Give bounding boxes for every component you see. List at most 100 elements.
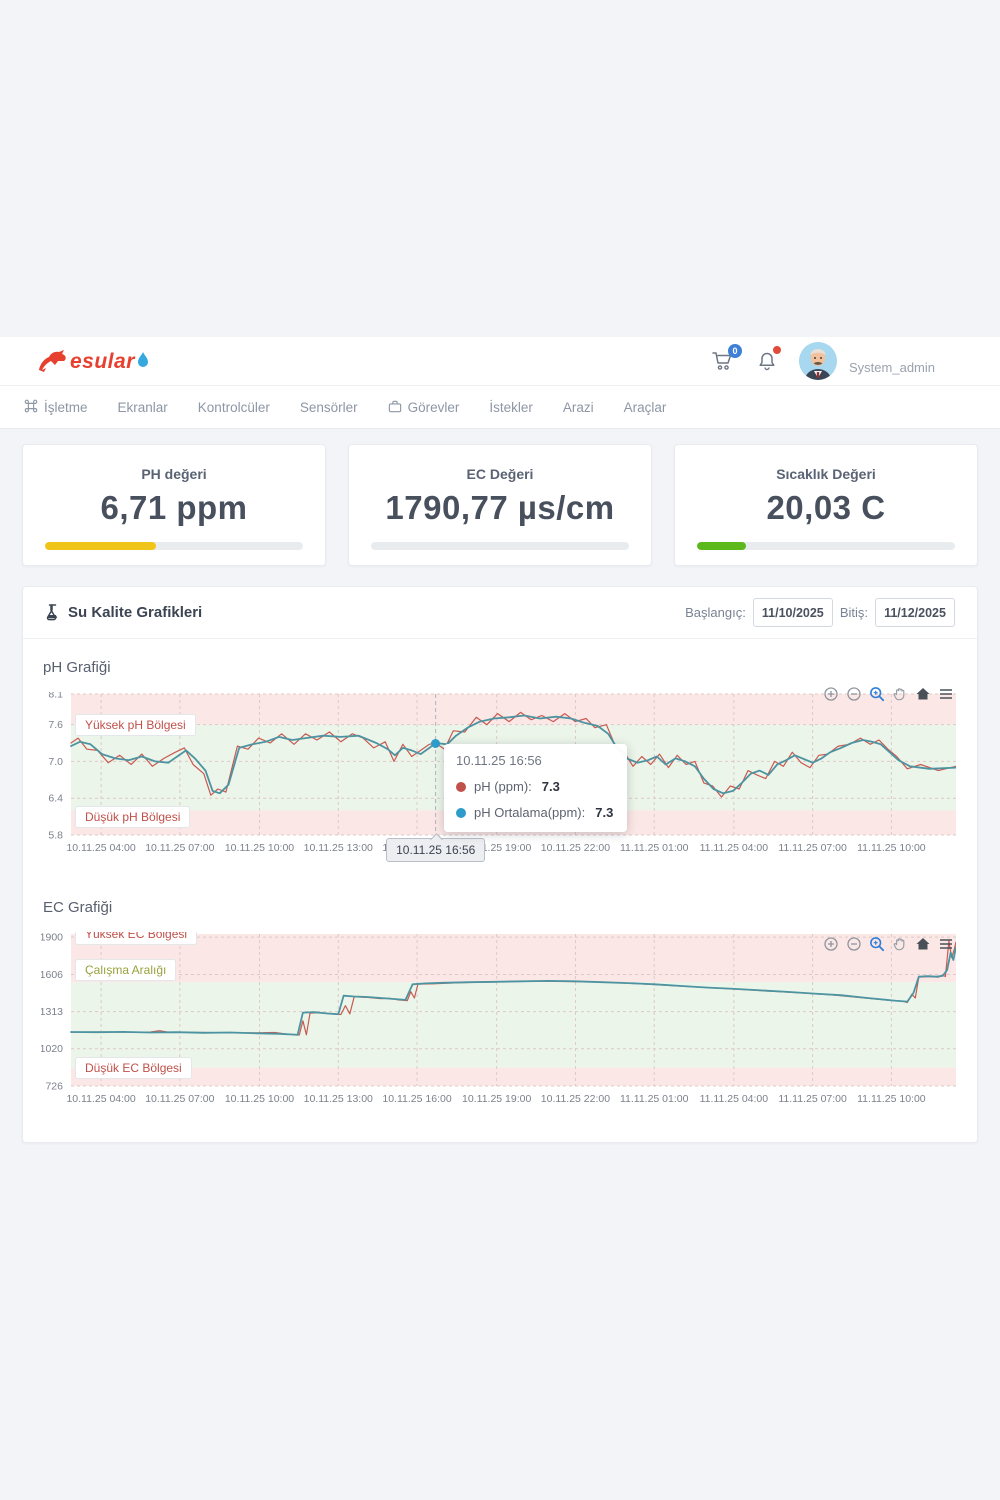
- nav-item-sensörler[interactable]: Sensörler: [300, 400, 358, 415]
- svg-text:1900: 1900: [41, 932, 63, 944]
- tooltip-series-label: pH (ppm):: [474, 779, 532, 794]
- ph-chart-title: pH Grafiği: [43, 659, 111, 676]
- end-date-input[interactable]: [875, 598, 955, 627]
- tooltip-row: pH (ppm): 7.3: [456, 779, 613, 794]
- svg-text:11.11.25 04:00: 11.11.25 04:00: [700, 842, 769, 854]
- svg-text:7.6: 7.6: [48, 719, 63, 731]
- svg-text:11.11.25 10:00: 11.11.25 10:00: [857, 1093, 926, 1105]
- top-header: esular 0: [0, 337, 1000, 385]
- brand-name: esular: [70, 350, 135, 373]
- pan-icon[interactable]: [892, 686, 908, 702]
- start-date-label: Başlangıç:: [685, 605, 746, 620]
- svg-text:726: 726: [45, 1081, 63, 1093]
- svg-text:10.11.25 19:00: 10.11.25 19:00: [462, 1093, 531, 1105]
- ec-chart-toolbox: [823, 936, 954, 952]
- svg-text:10.11.25 16:00: 10.11.25 16:00: [382, 1093, 451, 1105]
- tooltip-series-value: 7.3: [541, 779, 560, 794]
- zone-label: Çalışma Aralığı: [75, 959, 177, 982]
- nav-item-label: İstekler: [489, 399, 533, 415]
- menu-icon[interactable]: [938, 936, 954, 952]
- metric-progress-track: [45, 542, 303, 550]
- metric-card-1: EC Değeri 1790,77 µs/cm: [348, 444, 652, 566]
- nav-item-araçlar[interactable]: Araçlar: [624, 400, 667, 415]
- ph-chart[interactable]: 10.11.25 04:00 10.11.25 07:00 10.11.25 10:…: [41, 687, 957, 865]
- svg-text:11.11.25 10:00: 11.11.25 10:00: [857, 842, 926, 854]
- svg-text:1606: 1606: [41, 969, 63, 981]
- nav-item-label: Ekranlar: [117, 399, 168, 415]
- svg-text:10.11.25 13:00: 10.11.25 13:00: [304, 1093, 373, 1105]
- svg-text:10.11.25 10:00: 10.11.25 10:00: [225, 842, 294, 854]
- metric-title: Sıcaklık Değeri: [776, 466, 876, 482]
- svg-text:10.11.25 07:00: 10.11.25 07:00: [145, 1093, 214, 1105]
- svg-text:10.11.25 04:00: 10.11.25 04:00: [66, 842, 135, 854]
- series-color-swatch: [456, 781, 466, 792]
- notifications-button[interactable]: [755, 346, 782, 373]
- series-color-swatch: [456, 807, 466, 818]
- svg-text:11.11.25 07:00: 11.11.25 07:00: [778, 842, 847, 854]
- svg-text:10.11.25 22:00: 10.11.25 22:00: [541, 842, 610, 854]
- restore-icon[interactable]: [915, 936, 931, 952]
- ec-chart-title: EC Grafiği: [43, 899, 113, 916]
- svg-text:10.11.25 07:00: 10.11.25 07:00: [145, 842, 214, 854]
- zoom-in-icon[interactable]: [823, 936, 839, 952]
- tooltip-timestamp: 10.11.25 16:56: [456, 753, 542, 768]
- brand-logo[interactable]: esular: [38, 348, 149, 374]
- zone-label: Düşük pH Bölgesi: [75, 806, 191, 829]
- menu-icon[interactable]: [938, 686, 954, 702]
- svg-text:1313: 1313: [41, 1006, 63, 1018]
- cart-button[interactable]: 0: [711, 344, 743, 373]
- panel-title: Su Kalite Grafikleri: [68, 604, 203, 621]
- svg-text:10.11.25 13:00: 10.11.25 13:00: [304, 842, 373, 854]
- metric-card-0: PH değeri 6,71 ppm: [22, 444, 326, 566]
- zoom-out-icon[interactable]: [846, 936, 862, 952]
- pan-icon[interactable]: [892, 936, 908, 952]
- nav-item-label: İşletme: [44, 399, 88, 415]
- svg-text:10.11.25 04:00: 10.11.25 04:00: [66, 1093, 135, 1105]
- zoom-out-icon[interactable]: [846, 686, 862, 702]
- ec-chart[interactable]: 10.11.25 04:00 10.11.25 07:00 10.11.25 10:…: [41, 932, 956, 1116]
- cart-icon: [712, 352, 732, 370]
- svg-text:11.11.25 01:00: 11.11.25 01:00: [620, 842, 689, 854]
- charts-area: pH Grafiği 10.11.25 04:00 10.11.25 07:00 10…: [23, 659, 977, 1116]
- page: esular 0: [0, 0, 1000, 1143]
- zoom-in-icon[interactable]: [823, 686, 839, 702]
- svg-text:6.4: 6.4: [48, 793, 63, 805]
- bell-icon: [759, 352, 775, 371]
- svg-text:1020: 1020: [41, 1043, 63, 1055]
- metric-progress-track: [697, 542, 955, 550]
- svg-text:11.11.25 04:00: 11.11.25 04:00: [700, 1093, 769, 1105]
- zone-label: Düşük EC Bölgesi: [75, 1057, 192, 1080]
- nav-item-label: Kontrolcüler: [197, 399, 270, 415]
- nav-item-i̇şletme[interactable]: İşletme: [24, 399, 88, 415]
- avatar[interactable]: [799, 342, 838, 380]
- restore-icon[interactable]: [915, 686, 931, 702]
- nav-item-arazi[interactable]: Arazi: [563, 400, 594, 415]
- nav-item-görevler[interactable]: Görevler: [388, 400, 459, 415]
- briefcase-icon: [388, 400, 402, 415]
- axis-pointer-label: 10.11.25 16:56: [386, 838, 486, 862]
- metric-value: 20,03 C: [766, 489, 886, 526]
- username: System_admin: [849, 359, 935, 375]
- metric-value: 6,71 ppm: [100, 489, 248, 526]
- flask-icon: [45, 604, 60, 621]
- svg-text:10.11.25 22:00: 10.11.25 22:00: [541, 1093, 610, 1105]
- box-zoom-icon[interactable]: [869, 936, 885, 952]
- metric-card-2: Sıcaklık Değeri 20,03 C: [674, 444, 978, 566]
- svg-text:7.0: 7.0: [48, 756, 63, 768]
- start-date-input[interactable]: [752, 598, 833, 627]
- panel-header: Su Kalite Grafikleri Başlangıç: Bitiş:: [23, 587, 977, 639]
- metric-progress-fill: [45, 542, 156, 550]
- cart-count-badge: 0: [728, 344, 743, 358]
- chart-tooltip: 10.11.25 16:56 pH (ppm): 7.3 pH Ortalama(pp…: [444, 744, 628, 832]
- nav-item-kontrolcüler[interactable]: Kontrolcüler: [198, 400, 270, 415]
- metric-progress-track: [371, 542, 629, 550]
- nav-item-ekranlar[interactable]: Ekranlar: [118, 400, 168, 415]
- ph-chart-toolbox: [823, 686, 954, 702]
- tooltip-series-value: 7.3: [595, 805, 614, 820]
- main-nav: İşletme Ekranlar Kontrolcüler Sensörler Göre…: [0, 385, 1000, 429]
- command-icon: [24, 399, 38, 415]
- box-zoom-icon[interactable]: [869, 686, 885, 702]
- nav-item-i̇stekler[interactable]: İstekler: [489, 400, 533, 415]
- zone-label: Yüksek EC Bölgesi: [75, 932, 198, 946]
- zone-label: Yüksek pH Bölgesi: [75, 714, 196, 737]
